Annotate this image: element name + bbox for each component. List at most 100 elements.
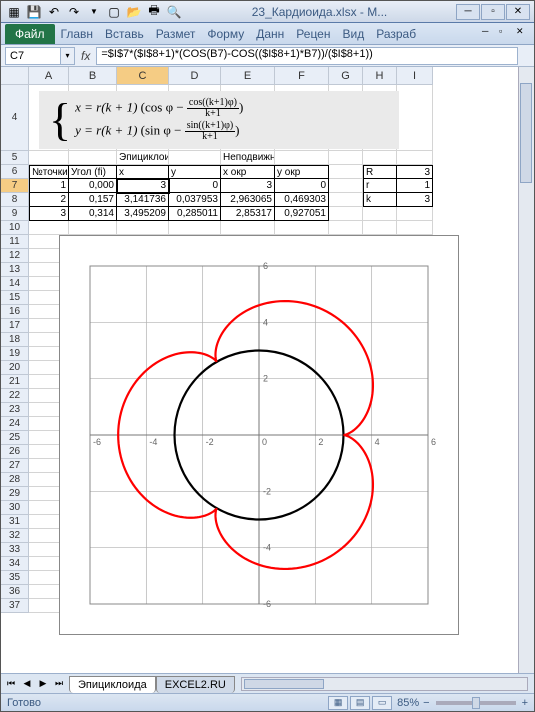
cell[interactable]: 0,037953 bbox=[169, 193, 221, 207]
row-header[interactable]: 23 bbox=[1, 403, 29, 417]
cell[interactable]: 3,495209 bbox=[117, 207, 169, 221]
col-header-c[interactable]: C bbox=[117, 67, 169, 85]
cell[interactable]: 0,314 bbox=[69, 207, 117, 221]
row-header[interactable]: 22 bbox=[1, 389, 29, 403]
cell[interactable]: 3 bbox=[29, 207, 69, 221]
cell[interactable]: №точки bbox=[29, 165, 69, 179]
view-layout-icon[interactable]: ▤ bbox=[350, 696, 370, 710]
cell[interactable]: 3 bbox=[397, 193, 433, 207]
cell[interactable] bbox=[275, 221, 329, 235]
cell[interactable]: 0,469303 bbox=[275, 193, 329, 207]
horizontal-scrollbar[interactable] bbox=[241, 677, 528, 691]
mdi-close[interactable]: ✕ bbox=[516, 26, 532, 40]
row-header[interactable]: 11 bbox=[1, 235, 29, 249]
cell[interactable] bbox=[221, 221, 275, 235]
cell[interactable] bbox=[275, 151, 329, 165]
view-normal-icon[interactable]: ▦ bbox=[328, 696, 348, 710]
tab-developer[interactable]: Разраб bbox=[370, 24, 422, 44]
cell[interactable] bbox=[363, 207, 397, 221]
row-header[interactable]: 30 bbox=[1, 501, 29, 515]
col-header-f[interactable]: F bbox=[275, 67, 329, 85]
row-header[interactable]: 25 bbox=[1, 431, 29, 445]
cell[interactable] bbox=[117, 221, 169, 235]
cell[interactable] bbox=[329, 221, 363, 235]
cell[interactable]: 2,963065 bbox=[221, 193, 275, 207]
row-header[interactable]: 27 bbox=[1, 459, 29, 473]
cell[interactable]: R bbox=[363, 165, 397, 179]
tab-nav-prev-icon[interactable]: ◀ bbox=[19, 676, 35, 692]
cell[interactable] bbox=[397, 85, 433, 151]
cell[interactable]: 0,000 bbox=[69, 179, 117, 193]
col-header-g[interactable]: G bbox=[329, 67, 363, 85]
cell[interactable]: 0 bbox=[169, 179, 221, 193]
cell[interactable]: Эпициклоида bbox=[117, 151, 169, 165]
select-all-corner[interactable] bbox=[1, 67, 29, 85]
row-header[interactable]: 14 bbox=[1, 277, 29, 291]
fx-icon[interactable]: fx bbox=[81, 49, 90, 63]
row-header[interactable]: 19 bbox=[1, 347, 29, 361]
file-tab[interactable]: Файл bbox=[5, 24, 55, 44]
cell[interactable]: 0 bbox=[275, 179, 329, 193]
row-header[interactable]: 13 bbox=[1, 263, 29, 277]
tab-review[interactable]: Рецен bbox=[290, 24, 336, 44]
preview-icon[interactable]: 🔍 bbox=[165, 3, 183, 21]
cell[interactable]: Неподвижная окружность bbox=[221, 151, 275, 165]
tab-nav-next-icon[interactable]: ▶ bbox=[35, 676, 51, 692]
namebox-dropdown-icon[interactable]: ▾ bbox=[61, 47, 75, 65]
row-header[interactable]: 18 bbox=[1, 333, 29, 347]
mdi-minimize[interactable]: ─ bbox=[482, 26, 498, 40]
cell[interactable] bbox=[169, 151, 221, 165]
cell[interactable]: 0,157 bbox=[69, 193, 117, 207]
col-header-a[interactable]: A bbox=[29, 67, 69, 85]
cell[interactable] bbox=[29, 221, 69, 235]
cell[interactable]: Угол (fi) bbox=[69, 165, 117, 179]
cell[interactable] bbox=[69, 151, 117, 165]
open-icon[interactable]: 📂 bbox=[125, 3, 143, 21]
mdi-restore[interactable]: ▫ bbox=[499, 26, 515, 40]
row-header[interactable]: 6 bbox=[1, 165, 29, 179]
tab-insert[interactable]: Вставь bbox=[99, 24, 150, 44]
row-header[interactable]: 12 bbox=[1, 249, 29, 263]
sheet-tab-active[interactable]: Эпициклоида bbox=[69, 676, 156, 693]
row-header[interactable]: 9 bbox=[1, 207, 29, 221]
row-header[interactable]: 36 bbox=[1, 585, 29, 599]
row-header[interactable]: 28 bbox=[1, 473, 29, 487]
col-header-e[interactable]: E bbox=[221, 67, 275, 85]
minimize-button[interactable]: ─ bbox=[456, 4, 480, 20]
row-header[interactable]: 26 bbox=[1, 445, 29, 459]
cell[interactable]: x окр bbox=[221, 165, 275, 179]
cell[interactable] bbox=[329, 165, 363, 179]
row-header[interactable]: 21 bbox=[1, 375, 29, 389]
row-header[interactable]: 33 bbox=[1, 543, 29, 557]
row-header[interactable]: 16 bbox=[1, 305, 29, 319]
tab-layout[interactable]: Размет bbox=[150, 24, 202, 44]
view-pagebreak-icon[interactable]: ▭ bbox=[372, 696, 392, 710]
cell[interactable]: 1 bbox=[397, 179, 433, 193]
row-header[interactable]: 34 bbox=[1, 557, 29, 571]
cell[interactable] bbox=[363, 151, 397, 165]
cell[interactable] bbox=[329, 207, 363, 221]
zoom-out-button[interactable]: − bbox=[423, 697, 429, 709]
tab-formulas[interactable]: Форму bbox=[201, 24, 250, 44]
row-header[interactable]: 32 bbox=[1, 529, 29, 543]
col-header-b[interactable]: B bbox=[69, 67, 117, 85]
cell[interactable]: y окр bbox=[275, 165, 329, 179]
tab-nav-first-icon[interactable]: ⏮ bbox=[3, 676, 19, 692]
cell[interactable]: 3 bbox=[117, 179, 169, 193]
close-button[interactable]: ✕ bbox=[506, 4, 530, 20]
cell[interactable]: 2,85317 bbox=[221, 207, 275, 221]
cell[interactable]: 0,927051 bbox=[275, 207, 329, 221]
chart[interactable]: -6-4-20246-6-4-2246 bbox=[59, 235, 459, 635]
save-icon[interactable]: 💾 bbox=[25, 3, 43, 21]
tab-data[interactable]: Данн bbox=[250, 24, 290, 44]
row-header[interactable]: 24 bbox=[1, 417, 29, 431]
cell[interactable] bbox=[29, 151, 69, 165]
cell[interactable] bbox=[329, 151, 363, 165]
maximize-button[interactable]: ▫ bbox=[481, 4, 505, 20]
cell[interactable] bbox=[329, 179, 363, 193]
zoom-slider[interactable] bbox=[436, 701, 516, 705]
new-icon[interactable]: ▢ bbox=[105, 3, 123, 21]
cell[interactable]: x bbox=[117, 165, 169, 179]
row-header[interactable]: 15 bbox=[1, 291, 29, 305]
cell[interactable]: k bbox=[363, 193, 397, 207]
